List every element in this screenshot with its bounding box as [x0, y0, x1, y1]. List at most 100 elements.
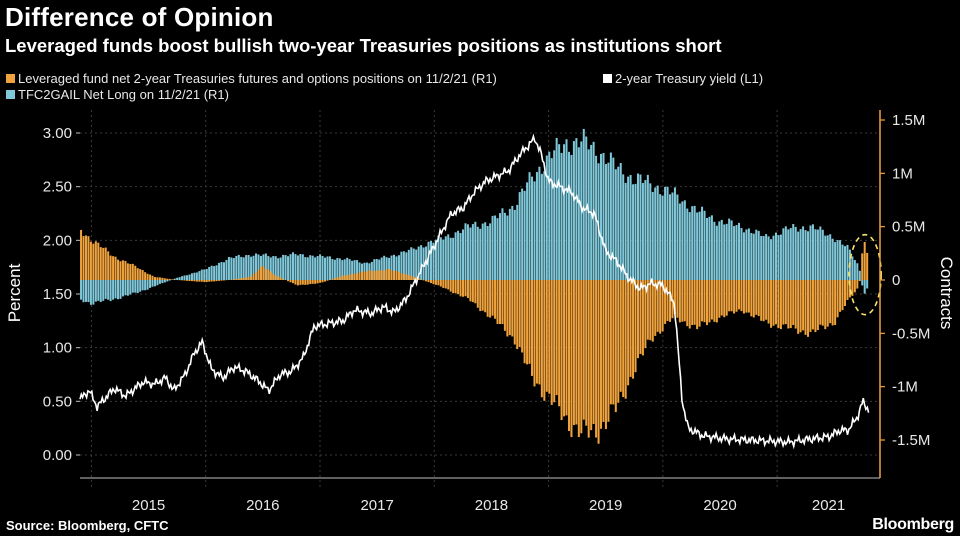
bar-leveraged-funds — [213, 280, 216, 282]
bar-leveraged-funds — [774, 280, 777, 325]
bar-tfc2gail — [178, 277, 181, 280]
bar-leveraged-funds — [331, 279, 334, 280]
bar-leveraged-funds — [247, 277, 250, 280]
bar-leveraged-funds — [287, 280, 290, 282]
bar-tfc2gail — [328, 256, 331, 280]
bar-tfc2gail — [851, 256, 854, 280]
bar-tfc2gail — [203, 269, 206, 280]
bar-leveraged-funds — [804, 280, 807, 335]
bar-tfc2gail — [856, 263, 859, 280]
bar-leveraged-funds — [134, 265, 137, 280]
bar-leveraged-funds — [555, 280, 558, 396]
bar-tfc2gail — [129, 280, 132, 295]
bar-leveraged-funds — [755, 280, 758, 315]
bar-tfc2gail — [474, 221, 477, 280]
bar-leveraged-funds — [846, 280, 849, 301]
bar-leveraged-funds — [807, 280, 810, 337]
bar-tfc2gail — [119, 280, 122, 299]
bar-leveraged-funds — [708, 280, 711, 323]
bar-tfc2gail — [459, 233, 462, 280]
bar-leveraged-funds — [619, 280, 622, 392]
bar-leveraged-funds — [607, 280, 610, 422]
bar-tfc2gail — [526, 182, 529, 280]
bar-tfc2gail — [841, 244, 844, 280]
bar-leveraged-funds — [97, 242, 100, 280]
bar-leveraged-funds — [533, 280, 536, 387]
bar-tfc2gail — [715, 225, 718, 280]
bar-leveraged-funds — [757, 280, 760, 317]
bar-leveraged-funds — [760, 280, 763, 321]
right-tick-label: 1M — [892, 165, 913, 182]
bar-tfc2gail — [807, 231, 810, 280]
bar-leveraged-funds — [816, 280, 819, 331]
bar-leveraged-funds — [112, 256, 115, 280]
bar-leveraged-funds — [511, 280, 514, 337]
bar-tfc2gail — [220, 262, 223, 280]
bar-tfc2gail — [476, 226, 479, 280]
bar-leveraged-funds — [397, 271, 400, 280]
bar-tfc2gail — [434, 239, 437, 280]
bar-tfc2gail — [257, 254, 260, 280]
bar-tfc2gail — [331, 259, 334, 280]
bar-tfc2gail — [479, 228, 482, 280]
x-tick-label: 2016 — [246, 497, 279, 514]
bar-tfc2gail — [738, 222, 741, 280]
bar-tfc2gail — [516, 204, 519, 280]
bar-leveraged-funds — [464, 280, 467, 297]
bar-tfc2gail — [375, 258, 378, 280]
bar-tfc2gail — [816, 229, 819, 280]
bar-tfc2gail — [380, 257, 383, 280]
bar-tfc2gail — [188, 274, 191, 280]
bar-leveraged-funds — [205, 280, 208, 283]
bar-leveraged-funds — [444, 280, 447, 289]
bar-leveraged-funds — [765, 280, 768, 320]
bar-tfc2gail — [449, 237, 452, 280]
bar-leveraged-funds — [375, 270, 378, 280]
bar-tfc2gail — [632, 184, 635, 280]
left-tick-label: 1.50 — [43, 286, 72, 303]
bar-tfc2gail — [649, 183, 652, 280]
bar-leveraged-funds — [195, 280, 198, 282]
bar-leveraged-funds — [245, 277, 248, 280]
left-tick-label: 0.00 — [43, 447, 72, 464]
bar-leveraged-funds — [558, 280, 561, 407]
bar-tfc2gail — [582, 128, 585, 280]
bar-tfc2gail — [498, 213, 501, 280]
bar-tfc2gail — [531, 176, 534, 280]
bar-leveraged-funds — [863, 241, 866, 280]
bar-tfc2gail — [836, 240, 839, 280]
bar-leveraged-funds — [799, 280, 802, 333]
bar-tfc2gail — [351, 260, 354, 280]
bar-leveraged-funds — [92, 243, 95, 280]
bar-tfc2gail — [708, 216, 711, 280]
bar-tfc2gail — [245, 255, 248, 280]
bar-leveraged-funds — [710, 280, 713, 320]
bar-tfc2gail — [378, 259, 381, 280]
bar-tfc2gail — [277, 258, 280, 280]
bar-tfc2gail — [538, 166, 541, 280]
bar-tfc2gail — [821, 229, 824, 280]
bar-tfc2gail — [784, 226, 787, 280]
bar-tfc2gail — [365, 262, 368, 280]
bar-leveraged-funds — [481, 280, 484, 311]
bar-leveraged-funds — [272, 274, 275, 280]
bar-tfc2gail — [134, 280, 137, 293]
bar-leveraged-funds — [289, 280, 292, 283]
bar-tfc2gail — [560, 152, 563, 280]
bar-leveraged-funds — [777, 280, 780, 329]
bar-leveraged-funds — [787, 280, 790, 329]
bar-leveraged-funds — [373, 271, 376, 280]
bar-tfc2gail — [117, 280, 120, 300]
bar-tfc2gail — [326, 256, 329, 280]
bar-tfc2gail — [390, 255, 393, 280]
bar-tfc2gail — [535, 172, 538, 280]
bar-leveraged-funds — [107, 251, 110, 280]
bar-tfc2gail — [496, 218, 499, 280]
bar-tfc2gail — [195, 272, 198, 280]
bar-leveraged-funds — [449, 280, 452, 292]
bar-leveraged-funds — [351, 273, 354, 280]
bar-leveraged-funds — [575, 280, 578, 425]
bar-tfc2gail — [683, 200, 686, 280]
bar-tfc2gail — [691, 206, 694, 280]
bar-leveraged-funds — [141, 270, 144, 280]
